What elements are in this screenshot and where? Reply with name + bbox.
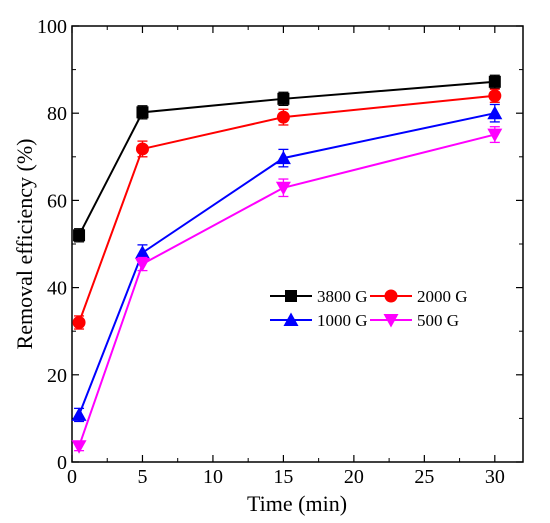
x-tick-label: 0 bbox=[67, 466, 77, 488]
series-1 bbox=[72, 88, 502, 330]
legend-marker bbox=[285, 290, 297, 302]
data-point bbox=[136, 106, 149, 119]
x-tick-label: 20 bbox=[344, 466, 364, 488]
plot-area-frame bbox=[71, 25, 524, 463]
x-tick-label: 15 bbox=[273, 466, 293, 488]
y-tick-label: 80 bbox=[47, 103, 67, 125]
legend-label: 3800 G bbox=[317, 287, 368, 306]
series-0 bbox=[73, 74, 501, 243]
x-tick-label: 25 bbox=[414, 466, 434, 488]
series-2 bbox=[71, 103, 503, 423]
series-line bbox=[78, 112, 496, 416]
legend-label: 500 G bbox=[417, 311, 459, 330]
data-point bbox=[71, 407, 87, 421]
data-point bbox=[487, 105, 503, 120]
legend-item-1: 2000 G bbox=[370, 287, 468, 306]
data-point bbox=[488, 89, 502, 103]
series-3 bbox=[71, 126, 503, 454]
data-point bbox=[488, 75, 501, 88]
legend-marker bbox=[283, 312, 299, 326]
y-axis: 0 20 40 60 80 100 bbox=[37, 16, 523, 474]
legend-marker bbox=[384, 289, 398, 303]
y-tick-label: 100 bbox=[37, 16, 67, 38]
data-point bbox=[487, 128, 503, 143]
data-point bbox=[275, 181, 291, 196]
x-tick-label: 10 bbox=[203, 466, 223, 488]
x-axis-label: Time (min) bbox=[247, 491, 347, 516]
data-point bbox=[276, 110, 290, 124]
legend-label: 1000 G bbox=[317, 311, 368, 330]
y-tick-label: 20 bbox=[47, 365, 67, 387]
legend-item-3: 500 G bbox=[370, 311, 459, 330]
x-tick-label: 5 bbox=[137, 466, 147, 488]
x-tick-label: 30 bbox=[485, 466, 505, 488]
data-point bbox=[135, 142, 149, 156]
legend-marker bbox=[383, 314, 399, 328]
data-point bbox=[73, 229, 86, 242]
series-layer bbox=[71, 74, 503, 454]
legend-item-0: 3800 G bbox=[270, 287, 368, 306]
data-point bbox=[134, 245, 150, 259]
data-point bbox=[134, 258, 150, 272]
data-point bbox=[71, 440, 87, 454]
series-line bbox=[78, 133, 496, 447]
y-axis-label: Removal efficiency (%) bbox=[12, 139, 37, 350]
data-point bbox=[275, 150, 291, 165]
x-axis: 0 5 10 15 20 25 30 bbox=[67, 26, 505, 488]
series-line bbox=[78, 80, 495, 236]
data-point bbox=[277, 92, 290, 105]
y-tick-label: 60 bbox=[47, 190, 67, 212]
y-tick-label: 0 bbox=[57, 452, 67, 474]
legend-item-2: 1000 G bbox=[270, 311, 368, 330]
legend: 3800 G 2000 G 1000 G 500 G bbox=[270, 287, 468, 330]
series-line bbox=[78, 94, 495, 323]
y-tick-label: 40 bbox=[47, 278, 67, 300]
legend-label: 2000 G bbox=[417, 287, 468, 306]
data-point bbox=[72, 315, 86, 329]
